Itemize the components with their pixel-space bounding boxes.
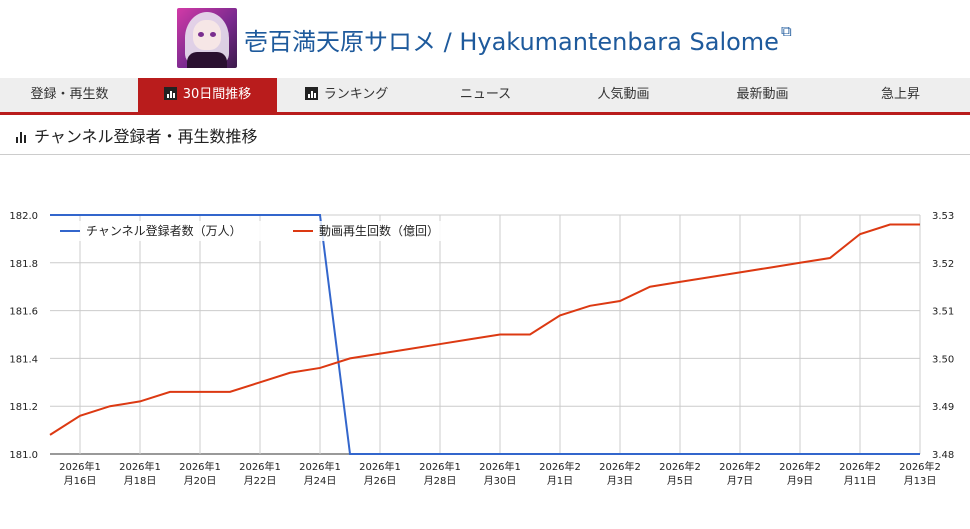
y-left-tick-label: 182.0 <box>9 211 38 222</box>
legend-label-subscribers: チャンネル登録者数（万人） <box>86 223 242 238</box>
x-tick-label-bottom: 月16日 <box>64 475 97 487</box>
section-title: チャンネル登録者・再生数推移 <box>16 123 258 147</box>
section-divider <box>0 154 970 155</box>
tab-3[interactable]: ニュース <box>416 78 555 112</box>
x-tick-label-bottom: 月5日 <box>667 475 693 487</box>
tab-label: 30日間推移 <box>182 87 252 102</box>
legend-label-views: 動画再生回数（億回） <box>319 223 439 238</box>
x-tick-label-top: 2026年1 <box>179 460 221 473</box>
x-tick-label-bottom: 月18日 <box>124 475 157 487</box>
tab-label: 急上昇 <box>880 87 920 102</box>
x-tick-label-top: 2026年2 <box>599 460 641 473</box>
y-left-tick-label: 181.4 <box>9 354 38 365</box>
y-right-tick-label: 3.49 <box>932 402 954 413</box>
tab-1[interactable]: 30日間推移 <box>138 78 277 112</box>
x-tick-label-top: 2026年1 <box>479 460 521 473</box>
bar-chart-icon <box>16 131 28 143</box>
tab-label: 人気動画 <box>597 87 650 102</box>
y-left-tick-label: 181.8 <box>9 259 38 270</box>
tab-6[interactable]: 急上昇 <box>831 78 970 112</box>
tab-0[interactable]: 登録・再生数 <box>0 78 139 112</box>
x-tick-label-top: 2026年1 <box>419 460 461 473</box>
x-tick-label-top: 2026年2 <box>719 460 761 473</box>
tab-label: ランキング <box>323 87 389 102</box>
y-right-tick-label: 3.52 <box>932 259 954 270</box>
bar-chart-icon <box>304 87 318 100</box>
x-tick-label-bottom: 月24日 <box>304 475 337 487</box>
external-link-icon: ⧉ <box>780 22 792 40</box>
x-tick-label-bottom: 月9日 <box>787 475 813 487</box>
x-tick-label-bottom: 月28日 <box>424 475 457 487</box>
y-right-tick-label: 3.51 <box>932 307 954 318</box>
channel-header: 壱百満天原サロメ / Hyakumantenbara Salome ⧉ <box>0 0 970 78</box>
x-tick-label-bottom: 月30日 <box>484 475 517 487</box>
y-right-tick-label: 3.53 <box>932 211 954 222</box>
x-tick-label-top: 2026年2 <box>539 460 581 473</box>
tab-label: 登録・再生数 <box>30 87 109 102</box>
y-right-tick-label: 3.48 <box>932 450 954 461</box>
series-line-subscribers <box>50 214 920 455</box>
x-tick-label-bottom: 月3日 <box>607 475 633 487</box>
x-tick-label-bottom: 月26日 <box>364 475 397 487</box>
x-tick-label-top: 2026年2 <box>899 460 941 473</box>
bar-chart-icon <box>163 87 177 100</box>
tab-label: ニュース <box>459 87 512 102</box>
x-tick-label-top: 2026年2 <box>659 460 701 473</box>
series-line-views <box>49 223 920 436</box>
x-tick-label-top: 2026年1 <box>239 460 281 473</box>
tab-4[interactable]: 人気動画 <box>554 78 693 112</box>
y-left-tick-label: 181.6 <box>9 307 38 318</box>
x-tick-label-bottom: 月11日 <box>844 475 877 487</box>
x-tick-label-bottom: 月1日 <box>547 475 573 487</box>
x-tick-label-top: 2026年1 <box>359 460 401 473</box>
x-tick-label-top: 2026年1 <box>299 460 341 473</box>
x-tick-label-bottom: 月22日 <box>244 475 277 487</box>
x-tick-label-bottom: 月20日 <box>184 475 217 487</box>
channel-title-link[interactable]: 壱百満天原サロメ / Hyakumantenbara Salome ⧉ <box>244 22 792 56</box>
x-tick-label-top: 2026年1 <box>119 460 161 473</box>
x-tick-label-top: 2026年2 <box>839 460 881 473</box>
x-tick-label-bottom: 月7日 <box>727 475 753 487</box>
tab-label: 最新動画 <box>736 87 789 102</box>
x-tick-label-top: 2026年2 <box>779 460 821 473</box>
y-left-tick-label: 181.2 <box>9 402 38 413</box>
y-right-tick-label: 3.50 <box>932 354 954 365</box>
tab-5[interactable]: 最新動画 <box>693 78 832 112</box>
legend-background <box>58 221 490 241</box>
x-tick-label-bottom: 月13日 <box>904 475 937 487</box>
tab-2[interactable]: ランキング <box>277 78 416 112</box>
y-left-tick-label: 181.0 <box>9 450 38 461</box>
nav-tabs: 登録・再生数 30日間推移 ランキング ニュース 人気動画 最新動画 急上昇 <box>0 78 970 115</box>
channel-avatar[interactable] <box>177 8 237 68</box>
x-tick-label-top: 2026年1 <box>59 460 101 473</box>
